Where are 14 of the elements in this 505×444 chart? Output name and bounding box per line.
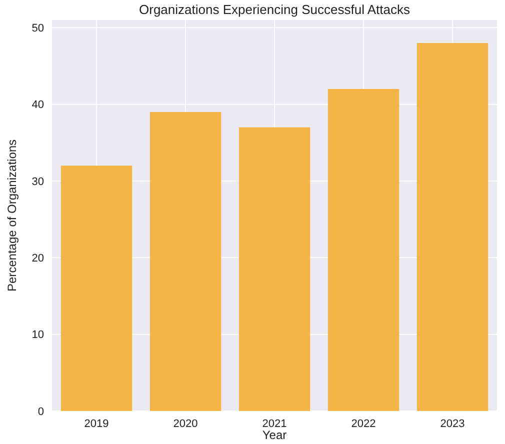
x-tick-label: 2019 [84, 418, 109, 430]
y-tick-label: 20 [32, 252, 44, 265]
x-tick-label: 2022 [351, 418, 376, 430]
y-axis-title: Percentage of Organizations [5, 139, 19, 292]
x-tick-label: 2020 [173, 418, 198, 430]
chart-title: Organizations Experiencing Successful Attacks [139, 2, 410, 17]
y-tick-label: 10 [32, 329, 44, 342]
x-tick-label: 2023 [440, 418, 465, 430]
y-tick-label: 40 [32, 99, 44, 112]
x-axis-title: Year [262, 428, 287, 442]
x-tick-label: 2021 [262, 418, 287, 430]
y-tick-label: 50 [32, 22, 44, 35]
y-tick-label: 30 [32, 176, 44, 188]
y-tick-label: 0 [38, 406, 44, 418]
